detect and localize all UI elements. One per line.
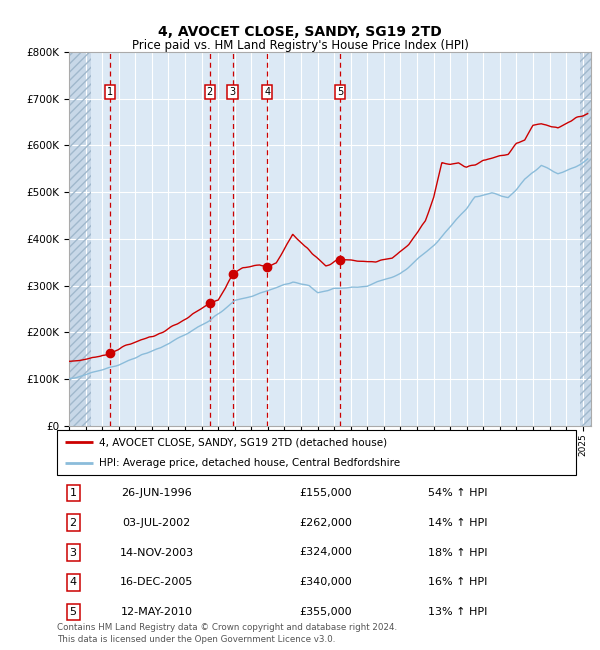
Text: 54% ↑ HPI: 54% ↑ HPI [428, 488, 487, 498]
Text: Contains HM Land Registry data © Crown copyright and database right 2024.
This d: Contains HM Land Registry data © Crown c… [57, 623, 397, 644]
Text: £355,000: £355,000 [299, 607, 352, 618]
Polygon shape [580, 52, 591, 426]
Text: 5: 5 [70, 607, 77, 618]
Text: 13% ↑ HPI: 13% ↑ HPI [428, 607, 487, 618]
Text: £340,000: £340,000 [299, 577, 352, 588]
Text: 14% ↑ HPI: 14% ↑ HPI [428, 517, 487, 528]
Text: Price paid vs. HM Land Registry's House Price Index (HPI): Price paid vs. HM Land Registry's House … [131, 39, 469, 52]
Text: £324,000: £324,000 [299, 547, 352, 558]
Text: 5: 5 [337, 86, 343, 97]
Text: 26-JUN-1996: 26-JUN-1996 [121, 488, 192, 498]
Text: 16% ↑ HPI: 16% ↑ HPI [428, 577, 487, 588]
Text: 4, AVOCET CLOSE, SANDY, SG19 2TD (detached house): 4, AVOCET CLOSE, SANDY, SG19 2TD (detach… [98, 437, 386, 447]
Text: HPI: Average price, detached house, Central Bedfordshire: HPI: Average price, detached house, Cent… [98, 458, 400, 467]
Polygon shape [69, 52, 91, 426]
Text: 1: 1 [107, 86, 113, 97]
Text: £155,000: £155,000 [299, 488, 352, 498]
Text: 18% ↑ HPI: 18% ↑ HPI [428, 547, 487, 558]
Text: 03-JUL-2002: 03-JUL-2002 [122, 517, 191, 528]
Text: 14-NOV-2003: 14-NOV-2003 [119, 547, 194, 558]
Text: 1: 1 [70, 488, 77, 498]
Text: 16-DEC-2005: 16-DEC-2005 [120, 577, 193, 588]
Text: 2: 2 [207, 86, 213, 97]
Text: 12-MAY-2010: 12-MAY-2010 [121, 607, 193, 618]
Text: 3: 3 [70, 547, 77, 558]
Text: 4, AVOCET CLOSE, SANDY, SG19 2TD: 4, AVOCET CLOSE, SANDY, SG19 2TD [158, 25, 442, 39]
Text: £262,000: £262,000 [299, 517, 352, 528]
Text: 4: 4 [264, 86, 270, 97]
FancyBboxPatch shape [57, 430, 576, 474]
Text: 2: 2 [70, 517, 77, 528]
Text: 4: 4 [70, 577, 77, 588]
Text: 3: 3 [229, 86, 236, 97]
